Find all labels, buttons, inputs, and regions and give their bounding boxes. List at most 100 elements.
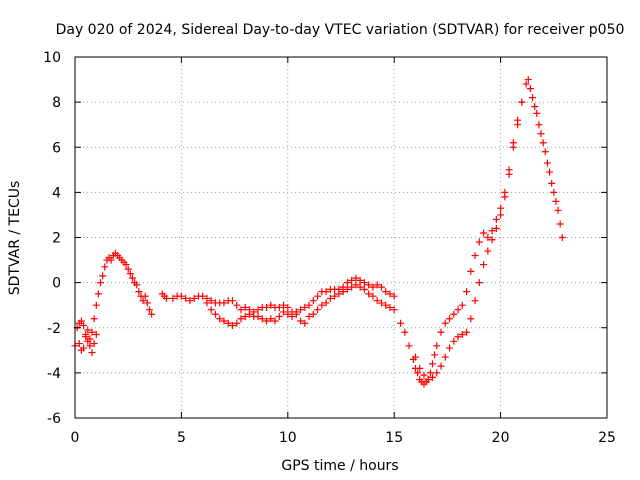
- data-point: [284, 310, 292, 318]
- data-point: [305, 312, 313, 320]
- data-point: [182, 294, 190, 302]
- data-point: [373, 297, 381, 305]
- data-point: [143, 299, 151, 307]
- data-point: [514, 121, 522, 129]
- data-point: [446, 315, 454, 323]
- data-point: [141, 292, 149, 300]
- data-point: [301, 319, 309, 327]
- data-point: [88, 349, 96, 357]
- data-point: [348, 276, 356, 284]
- data-point: [505, 170, 513, 178]
- data-point: [543, 159, 551, 167]
- y-tick-label: -4: [47, 366, 61, 382]
- data-point: [322, 288, 330, 296]
- data-point: [405, 342, 413, 350]
- data-series: [71, 76, 566, 388]
- data-point: [420, 371, 428, 379]
- y-tick-label: 4: [52, 185, 61, 201]
- data-point: [207, 297, 215, 305]
- data-point: [92, 301, 100, 309]
- data-point: [220, 299, 228, 307]
- data-point: [382, 301, 390, 309]
- data-point: [365, 290, 373, 298]
- data-point: [454, 306, 462, 314]
- data-point: [518, 98, 526, 106]
- data-point: [541, 148, 549, 156]
- data-point: [220, 317, 228, 325]
- y-tick-label: -6: [47, 411, 61, 427]
- data-point: [139, 297, 147, 305]
- data-point: [305, 301, 313, 309]
- data-point: [280, 301, 288, 309]
- data-point: [318, 301, 326, 309]
- data-point: [97, 279, 105, 287]
- data-point: [373, 281, 381, 289]
- data-point: [497, 204, 505, 212]
- data-point: [433, 369, 441, 377]
- data-point: [441, 319, 449, 327]
- y-axis-label: SDTVAR / TECUs: [7, 181, 23, 296]
- data-point: [228, 321, 236, 329]
- y-tick-label: 6: [52, 140, 61, 156]
- data-point: [280, 308, 288, 316]
- data-point: [80, 344, 88, 352]
- data-point: [397, 319, 405, 327]
- data-point: [548, 179, 556, 187]
- data-point: [356, 276, 364, 284]
- data-point: [552, 197, 560, 205]
- data-point: [75, 340, 83, 348]
- data-point: [450, 337, 458, 345]
- data-point: [365, 281, 373, 289]
- data-point: [386, 290, 394, 298]
- data-point: [148, 310, 156, 318]
- data-point: [224, 319, 232, 327]
- data-point: [314, 292, 322, 300]
- data-point: [77, 317, 85, 325]
- data-point: [86, 335, 94, 343]
- data-point: [128, 274, 136, 282]
- data-point: [467, 315, 475, 323]
- data-point: [526, 85, 534, 93]
- y-tick-label: 10: [43, 50, 61, 66]
- data-point: [458, 301, 466, 309]
- data-point: [492, 215, 500, 223]
- data-point: [254, 312, 262, 320]
- data-point: [301, 303, 309, 311]
- data-point: [207, 306, 215, 314]
- data-point: [335, 290, 343, 298]
- data-point: [533, 109, 541, 117]
- x-axis-label: GPS time / hours: [281, 458, 398, 474]
- data-point: [441, 353, 449, 361]
- data-point: [211, 310, 219, 318]
- data-point: [163, 294, 171, 302]
- data-point: [480, 229, 488, 237]
- data-point: [411, 353, 419, 361]
- data-point: [535, 121, 543, 129]
- data-point: [390, 306, 398, 314]
- data-point: [369, 292, 377, 300]
- y-tick-label: -2: [47, 321, 61, 337]
- data-point: [537, 130, 545, 138]
- data-point: [326, 294, 334, 302]
- data-point: [492, 224, 500, 232]
- data-point: [550, 188, 558, 196]
- data-point: [292, 310, 300, 318]
- data-point: [501, 193, 509, 201]
- data-point: [331, 292, 339, 300]
- data-point: [539, 139, 547, 147]
- data-point: [414, 369, 422, 377]
- data-point: [454, 333, 462, 341]
- data-point: [426, 369, 434, 377]
- data-point: [80, 321, 88, 329]
- data-point: [471, 297, 479, 305]
- data-point: [484, 234, 492, 241]
- data-point: [546, 168, 554, 176]
- data-point: [82, 333, 90, 341]
- data-point: [322, 299, 330, 307]
- data-point: [382, 288, 390, 296]
- data-point: [258, 315, 266, 323]
- data-point: [169, 294, 177, 302]
- x-tick-label: 10: [279, 430, 297, 446]
- data-point: [558, 234, 566, 241]
- data-point: [309, 310, 317, 318]
